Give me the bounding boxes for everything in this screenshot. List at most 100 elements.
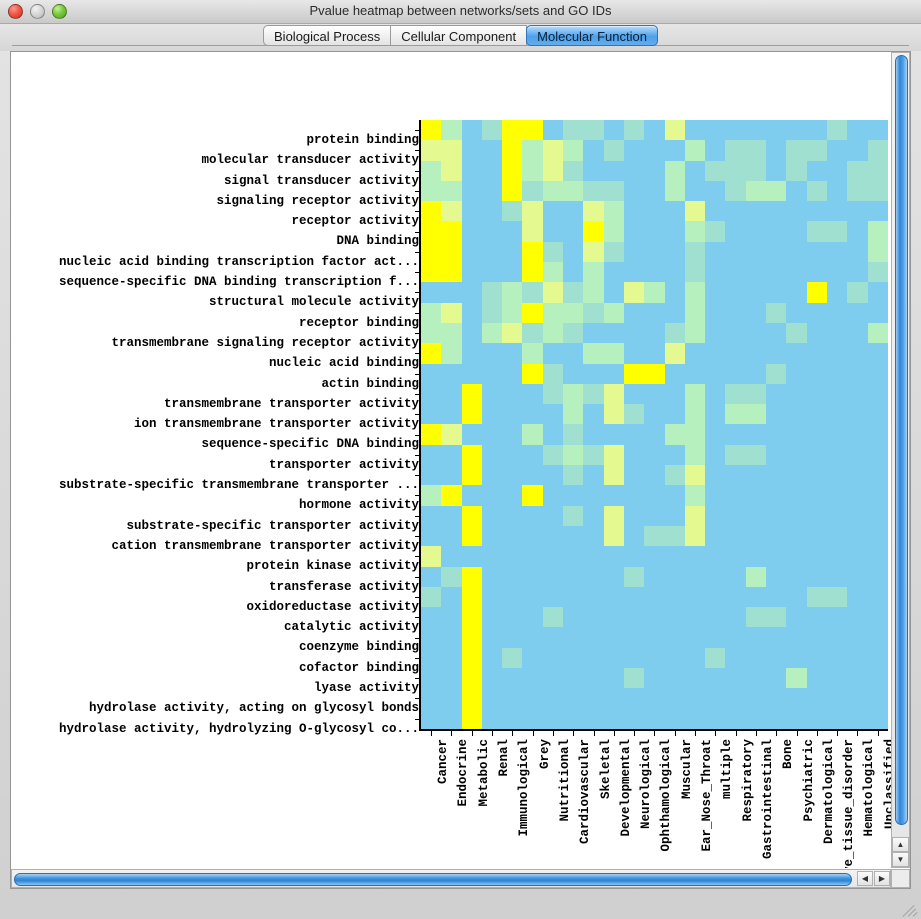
heatmap-cell[interactable] [563, 424, 584, 445]
heatmap-cell[interactable] [583, 465, 604, 486]
heatmap-cell[interactable] [684, 201, 706, 222]
heatmap-cell[interactable] [644, 120, 665, 141]
heatmap-cell[interactable] [603, 140, 624, 161]
heatmap-cell[interactable] [847, 708, 868, 729]
heatmap-cell[interactable] [421, 120, 442, 141]
heatmap-cell[interactable] [664, 525, 685, 547]
heatmap-cell[interactable] [522, 465, 543, 486]
heatmap-cell[interactable] [806, 586, 827, 608]
heatmap-cell[interactable] [502, 322, 523, 344]
heatmap-cell[interactable] [705, 668, 726, 689]
heatmap-cell[interactable] [644, 404, 665, 425]
heatmap-cell[interactable] [786, 282, 807, 303]
heatmap-cell[interactable] [563, 262, 584, 283]
heatmap-cell[interactable] [623, 607, 645, 628]
heatmap-cell[interactable] [644, 322, 665, 344]
heatmap-cell[interactable] [684, 708, 706, 729]
heatmap-cell[interactable] [806, 383, 827, 405]
heatmap-cell[interactable] [461, 627, 482, 648]
heatmap-cell[interactable] [542, 383, 564, 405]
heatmap-cell[interactable] [583, 180, 604, 202]
heatmap-cell[interactable] [847, 140, 868, 161]
heatmap-cell[interactable] [441, 688, 462, 709]
heatmap-cell[interactable] [522, 404, 543, 425]
heatmap-cell[interactable] [583, 525, 604, 547]
heatmap-cell[interactable] [583, 160, 604, 181]
heatmap-cell[interactable] [502, 404, 523, 425]
heatmap-cell[interactable] [461, 424, 482, 445]
heatmap-cell[interactable] [847, 322, 868, 344]
heatmap-cell[interactable] [603, 343, 624, 364]
heatmap-cell[interactable] [583, 708, 604, 729]
heatmap-cell[interactable] [725, 404, 746, 425]
heatmap-cell[interactable] [766, 566, 787, 587]
heatmap-cell[interactable] [766, 525, 787, 547]
heatmap-cell[interactable] [441, 404, 462, 425]
heatmap-cell[interactable] [684, 505, 706, 526]
heatmap-cell[interactable] [603, 262, 624, 283]
heatmap-cell[interactable] [461, 485, 482, 506]
heatmap-cell[interactable] [563, 140, 584, 161]
heatmap-cell[interactable] [684, 586, 706, 608]
heatmap-cell[interactable] [542, 647, 564, 669]
heatmap-cell[interactable] [826, 282, 848, 303]
heatmap-cell[interactable] [684, 444, 706, 466]
heatmap-cell[interactable] [664, 505, 685, 526]
heatmap-cell[interactable] [867, 221, 888, 242]
heatmap-cell[interactable] [745, 404, 767, 425]
heatmap-cell[interactable] [481, 282, 503, 303]
heatmap-cell[interactable] [461, 383, 482, 405]
heatmap-cell[interactable] [481, 607, 503, 628]
heatmap-cell[interactable] [786, 363, 807, 384]
heatmap-cell[interactable] [542, 444, 564, 466]
heatmap-cell[interactable] [847, 383, 868, 405]
heatmap-cell[interactable] [664, 322, 685, 344]
heatmap-cell[interactable] [522, 241, 543, 263]
heatmap-cell[interactable] [806, 120, 827, 141]
heatmap-cell[interactable] [664, 343, 685, 364]
heatmap-cell[interactable] [644, 363, 665, 384]
heatmap-cell[interactable] [603, 160, 624, 181]
heatmap-cell[interactable] [664, 424, 685, 445]
heatmap-cell[interactable] [806, 647, 827, 669]
heatmap-cell[interactable] [786, 262, 807, 283]
heatmap-cell[interactable] [522, 688, 543, 709]
heatmap-cell[interactable] [826, 343, 848, 364]
vertical-scrollbar[interactable]: ▲ ▼ [891, 52, 910, 868]
heatmap-cell[interactable] [766, 363, 787, 384]
heatmap-cell[interactable] [867, 444, 888, 466]
heatmap-cell[interactable] [563, 322, 584, 344]
heatmap-cell[interactable] [806, 262, 827, 283]
heatmap-cell[interactable] [583, 343, 604, 364]
heatmap-cell[interactable] [867, 140, 888, 161]
close-button[interactable] [8, 4, 23, 19]
heatmap-cell[interactable] [644, 688, 665, 709]
heatmap-cell[interactable] [542, 363, 564, 384]
heatmap-cell[interactable] [623, 120, 645, 141]
heatmap-cell[interactable] [583, 688, 604, 709]
heatmap-cell[interactable] [786, 607, 807, 628]
heatmap-cell[interactable] [441, 647, 462, 669]
heatmap-cell[interactable] [867, 363, 888, 384]
heatmap-cell[interactable] [786, 566, 807, 587]
heatmap-cell[interactable] [725, 525, 746, 547]
heatmap-cell[interactable] [461, 221, 482, 242]
heatmap-cell[interactable] [421, 160, 442, 181]
heatmap-cell[interactable] [623, 322, 645, 344]
heatmap-cell[interactable] [502, 566, 523, 587]
heatmap-cell[interactable] [603, 688, 624, 709]
heatmap-cell[interactable] [867, 383, 888, 405]
heatmap-cell[interactable] [481, 241, 503, 263]
heatmap-cell[interactable] [826, 363, 848, 384]
heatmap-cell[interactable] [725, 708, 746, 729]
heatmap-cell[interactable] [745, 343, 767, 364]
heatmap-cell[interactable] [684, 383, 706, 405]
heatmap-cell[interactable] [867, 241, 888, 263]
heatmap-cell[interactable] [867, 586, 888, 608]
heatmap-cell[interactable] [603, 241, 624, 263]
heatmap-cell[interactable] [542, 525, 564, 547]
heatmap-cell[interactable] [583, 404, 604, 425]
heatmap-cell[interactable] [847, 647, 868, 669]
heatmap-cell[interactable] [441, 262, 462, 283]
heatmap-cell[interactable] [623, 180, 645, 202]
